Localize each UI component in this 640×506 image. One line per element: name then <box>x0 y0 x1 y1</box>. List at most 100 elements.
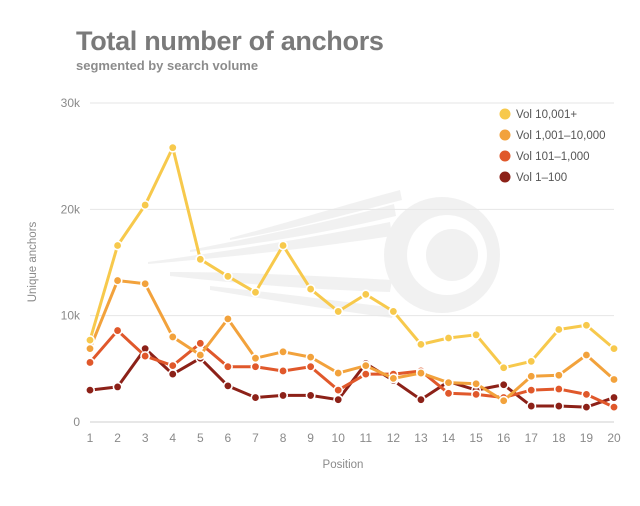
legend-label: Vol 10,001+ <box>516 109 577 121</box>
data-point <box>167 360 178 371</box>
series-vol-10-001- <box>85 142 619 373</box>
data-point <box>112 275 123 286</box>
data-point <box>526 356 537 367</box>
data-point <box>112 325 123 336</box>
data-point <box>526 371 537 382</box>
x-tick-label: 13 <box>414 431 428 445</box>
x-tick-label: 17 <box>525 431 539 445</box>
data-point <box>388 373 399 384</box>
y-tick-label: 20k <box>61 202 81 216</box>
x-tick-label: 3 <box>142 431 149 445</box>
data-point <box>498 362 509 373</box>
chart-title: Total number of anchors <box>76 26 384 56</box>
x-tick-label: 5 <box>197 431 204 445</box>
data-point <box>140 351 151 362</box>
data-point <box>415 368 426 379</box>
data-point <box>222 313 233 324</box>
data-point <box>360 369 371 380</box>
x-tick-label: 1 <box>87 431 94 445</box>
legend-label: Vol 101–1,000 <box>516 151 590 163</box>
data-point <box>195 254 206 265</box>
data-point <box>222 361 233 372</box>
data-point <box>305 352 316 363</box>
legend-marker <box>499 150 511 162</box>
x-tick-label: 4 <box>169 431 176 445</box>
x-tick-label: 6 <box>225 431 232 445</box>
data-point <box>167 142 178 153</box>
x-tick-label: 7 <box>252 431 259 445</box>
data-point <box>167 331 178 342</box>
x-tick-label: 14 <box>442 431 456 445</box>
data-point <box>112 381 123 392</box>
data-point <box>305 284 316 295</box>
data-point <box>333 385 344 396</box>
data-point <box>471 389 482 400</box>
x-tick-label: 18 <box>552 431 566 445</box>
data-point <box>471 378 482 389</box>
data-point <box>581 389 592 400</box>
data-point <box>526 401 537 412</box>
data-point <box>250 353 261 364</box>
data-point <box>608 392 619 403</box>
data-point <box>526 385 537 396</box>
series-vol-101-1-000 <box>85 325 619 413</box>
y-tick-label: 0 <box>73 415 80 429</box>
data-point <box>112 240 123 251</box>
data-point <box>581 402 592 413</box>
data-point <box>581 350 592 361</box>
data-point <box>278 240 289 251</box>
data-point <box>498 395 509 406</box>
data-point <box>333 306 344 317</box>
data-point <box>250 361 261 372</box>
data-point <box>222 271 233 282</box>
y-axis-label: Unique anchors <box>27 221 39 302</box>
legend-marker <box>499 171 511 183</box>
x-tick-label: 20 <box>607 431 621 445</box>
data-point <box>85 357 96 368</box>
legend-marker <box>499 129 511 141</box>
data-point <box>360 360 371 371</box>
data-point <box>195 350 206 361</box>
x-tick-label: 11 <box>360 431 373 445</box>
data-point <box>471 329 482 340</box>
x-tick-label: 16 <box>497 431 511 445</box>
data-point <box>443 388 454 399</box>
x-tick-label: 2 <box>114 431 121 445</box>
x-tick-label: 12 <box>387 431 401 445</box>
data-point <box>305 390 316 401</box>
data-point <box>498 379 509 390</box>
y-tick-label: 10k <box>61 309 81 323</box>
data-point <box>85 343 96 354</box>
data-point <box>608 343 619 354</box>
series-vol-1-001-10-000 <box>85 275 619 406</box>
y-tick-label: 30k <box>61 96 81 110</box>
x-tick-label: 19 <box>580 431 594 445</box>
data-point <box>140 200 151 211</box>
data-point <box>140 278 151 289</box>
data-point <box>415 394 426 405</box>
chart-subtitle: segmented by search volume <box>76 58 259 73</box>
data-point <box>415 339 426 350</box>
legend: Vol 10,001+ Vol 1,001–10,000 Vol 101–1,000… <box>499 108 606 184</box>
x-axis-label: Position <box>323 459 364 471</box>
data-point <box>305 361 316 372</box>
data-point <box>608 374 619 385</box>
data-point <box>608 402 619 413</box>
legend-marker <box>499 108 511 120</box>
data-point <box>278 365 289 376</box>
data-point <box>360 289 371 300</box>
data-point <box>85 335 96 346</box>
series-line <box>88 279 616 403</box>
data-point <box>278 346 289 357</box>
data-point <box>581 320 592 331</box>
data-point <box>250 392 261 403</box>
data-point <box>85 385 96 396</box>
data-point <box>195 338 206 349</box>
data-point <box>553 324 564 335</box>
data-point <box>250 287 261 298</box>
data-point <box>167 369 178 380</box>
data-point <box>333 394 344 405</box>
data-point <box>333 368 344 379</box>
data-point <box>443 377 454 388</box>
